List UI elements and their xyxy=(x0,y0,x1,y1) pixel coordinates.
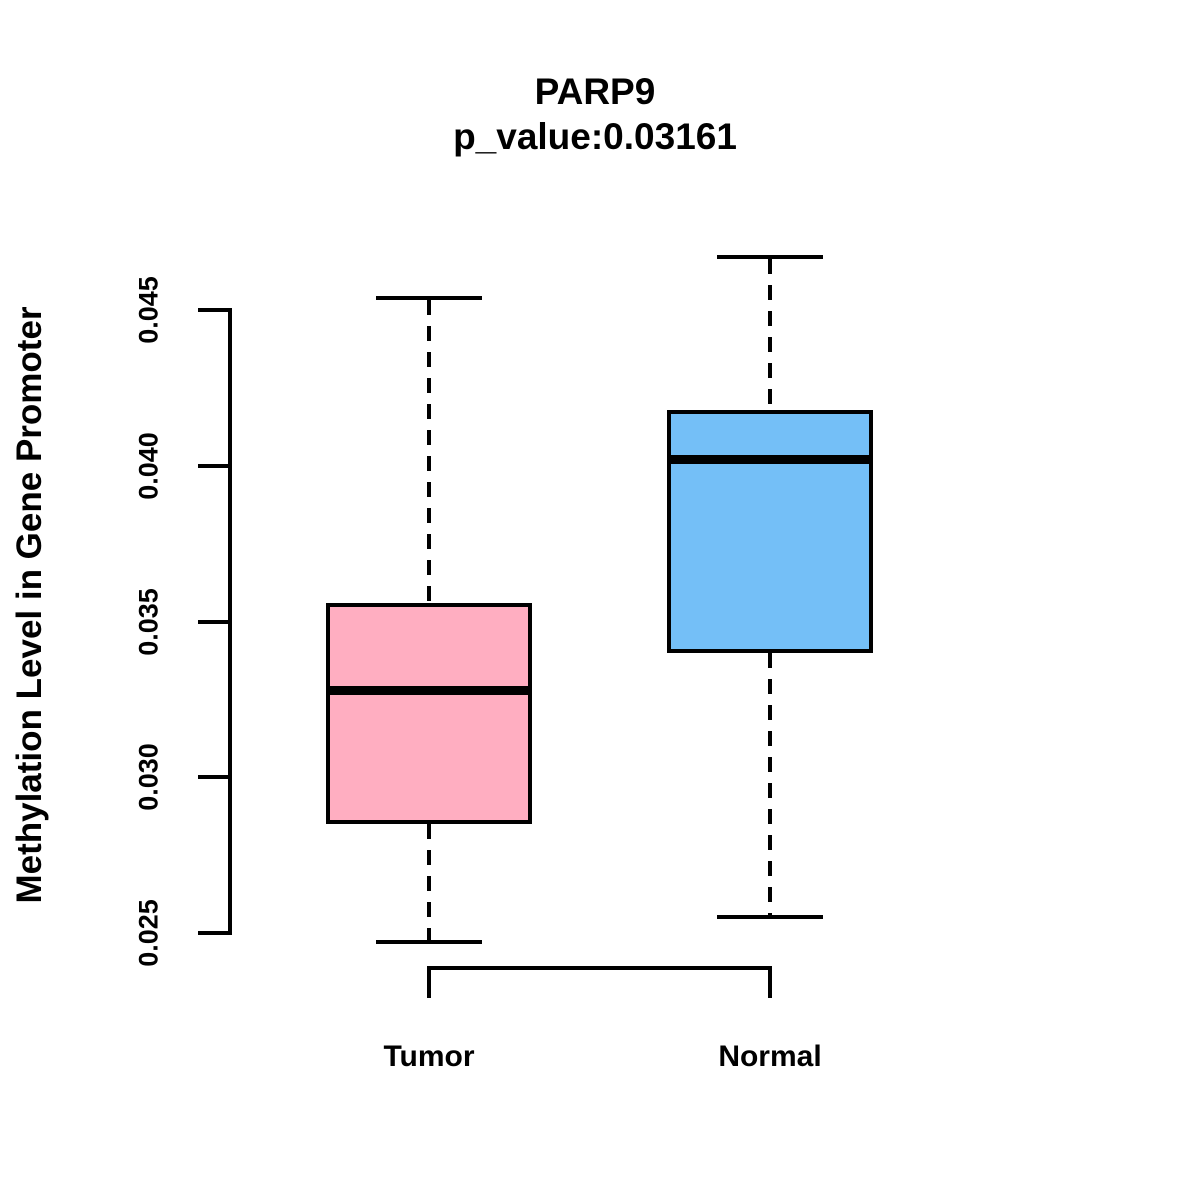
y-axis-tick xyxy=(198,619,228,624)
y-axis-tick-label: 0.035 xyxy=(133,587,164,656)
y-axis-tick-label: 0.025 xyxy=(133,899,164,967)
chart-title: PARP9 xyxy=(534,71,656,112)
normal-lower-whisker-line xyxy=(768,652,772,916)
y-axis-tick-label: 0.045 xyxy=(133,276,164,344)
chart-subtitle-pvalue: p_value:0.03161 xyxy=(453,116,737,157)
x-axis-line xyxy=(427,966,772,970)
y-axis-line xyxy=(228,308,232,935)
normal-upper-whisker-cap xyxy=(717,255,823,260)
tumor-upper-whisker-cap xyxy=(376,295,482,300)
x-category-label-normal: Normal xyxy=(718,1040,822,1073)
y-axis-tick xyxy=(198,931,228,935)
normal-upper-whisker-line xyxy=(768,259,772,410)
normal-lower-whisker-cap xyxy=(717,915,823,920)
tumor-median-line xyxy=(326,685,532,695)
tumor-lower-whisker-cap xyxy=(376,940,482,945)
tumor-lower-whisker-line xyxy=(427,823,431,941)
y-axis-tick xyxy=(198,775,228,780)
x-axis-tick-tumor xyxy=(427,968,431,998)
tumor-box xyxy=(326,602,532,824)
x-axis-tick-normal xyxy=(768,968,772,998)
y-axis-tick-label: 0.040 xyxy=(133,431,164,500)
y-axis-tick xyxy=(198,463,228,468)
y-axis-tick-label: 0.030 xyxy=(133,743,164,812)
tumor-upper-whisker-line xyxy=(427,299,431,603)
normal-box xyxy=(667,409,873,653)
normal-median-line xyxy=(667,455,873,465)
y-axis-tick xyxy=(198,308,228,312)
x-category-label-tumor: Tumor xyxy=(383,1040,475,1073)
